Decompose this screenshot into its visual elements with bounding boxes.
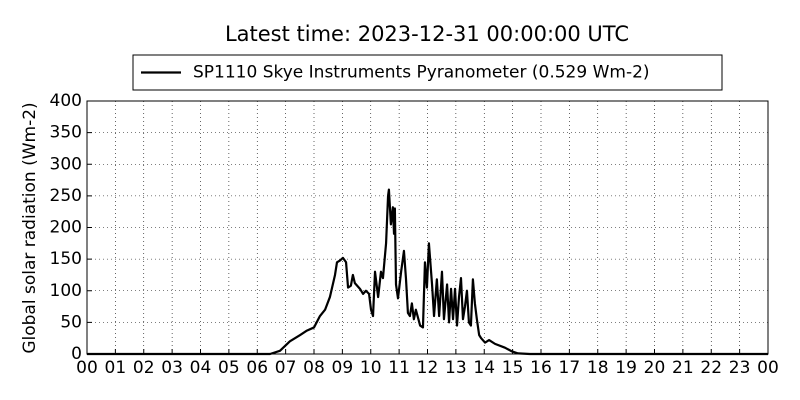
x-tick-label: 16 (530, 358, 552, 378)
x-tick-label: 15 (502, 358, 524, 378)
y-tick-label: 350 (50, 123, 82, 143)
x-tick-label: 11 (388, 358, 410, 378)
x-tick-label: 01 (105, 358, 127, 378)
x-tick-label: 04 (190, 358, 212, 378)
x-tick-label: 00 (757, 358, 779, 378)
x-tick-label: 12 (417, 358, 439, 378)
y-tick-label: 400 (50, 91, 82, 111)
x-tick-label: 14 (473, 358, 495, 378)
y-tick-label: 250 (50, 186, 82, 206)
x-tick-label: 03 (161, 358, 183, 378)
y-tick-label: 200 (50, 218, 82, 238)
x-tick-label: 13 (445, 358, 467, 378)
x-tick-label: 08 (303, 358, 325, 378)
x-tick-label: 02 (133, 358, 155, 378)
legend-label: SP1110 Skye Instruments Pyranometer (0.5… (193, 63, 650, 83)
x-tick-label: 10 (360, 358, 382, 378)
legend-box (132, 54, 723, 91)
x-tick-label: 09 (332, 358, 354, 378)
y-tick-label: 300 (50, 154, 82, 174)
plot-frame (86, 100, 769, 355)
y-tick-label: 100 (50, 281, 82, 301)
chart-title: Latest time: 2023-12-31 00:00:00 UTC (225, 22, 629, 46)
x-tick-label: 18 (587, 358, 609, 378)
x-tick-label: 06 (246, 358, 268, 378)
x-tick-label: 22 (700, 358, 722, 378)
x-tick-label: 05 (218, 358, 240, 378)
x-tick-label: 19 (615, 358, 637, 378)
x-tick-label: 23 (729, 358, 751, 378)
x-tick-label: 21 (672, 358, 694, 378)
data-line (87, 188, 768, 356)
y-tick-label: 50 (60, 312, 82, 332)
y-axis-label: Global solar radiation (Wm-2) (20, 102, 40, 353)
y-tick-label: 0 (71, 344, 82, 364)
y-tick-label: 150 (50, 249, 82, 269)
x-tick-label: 20 (644, 358, 666, 378)
x-tick-label: 00 (76, 358, 98, 378)
x-tick-label: 17 (559, 358, 581, 378)
x-tick-label: 07 (275, 358, 297, 378)
